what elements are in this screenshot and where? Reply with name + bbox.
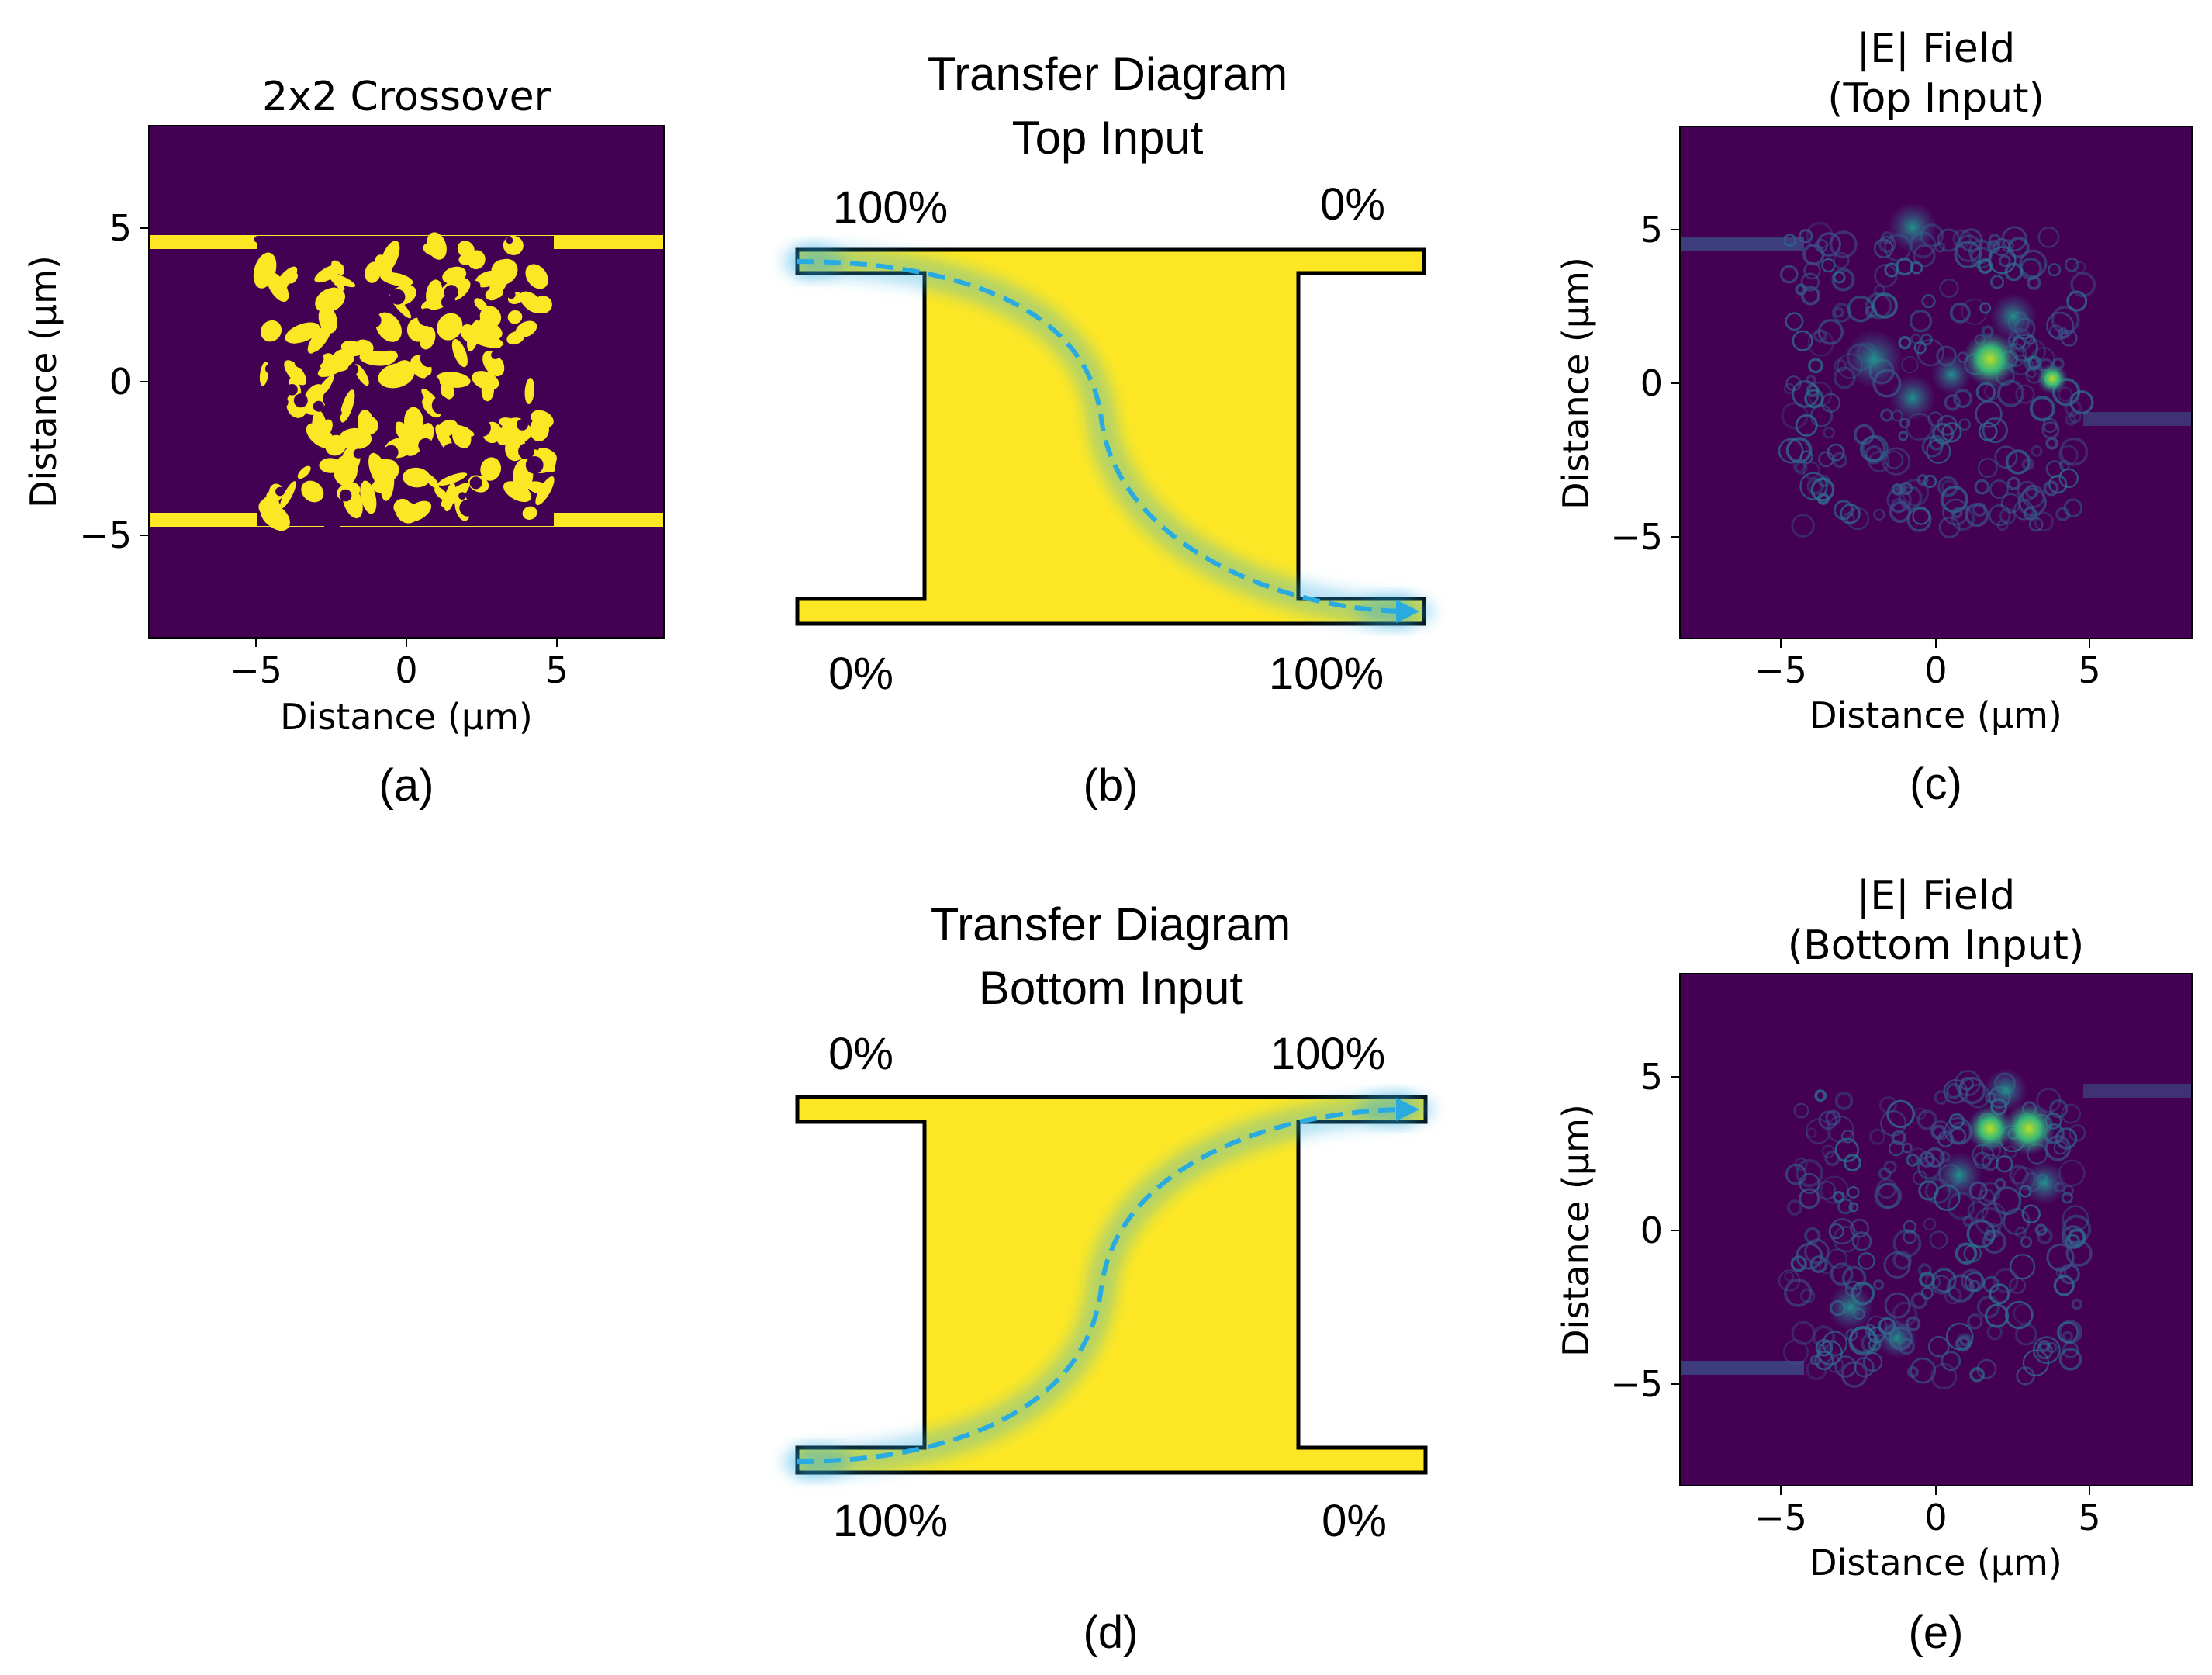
panel-b: Transfer Diagram Top Input 100% 0% 0% 10… <box>782 48 1435 811</box>
panel-b-label: (b) <box>1084 760 1139 811</box>
panel-c-ytick-1: 5 <box>1640 209 1663 251</box>
panel-e-xlabel: Distance (μm) <box>1809 1542 2062 1583</box>
light-path-arrow <box>797 259 1419 623</box>
panel-d: Transfer Diagram Bottom Input 0% 100% 10… <box>782 898 1435 1658</box>
panel-a-ticks <box>140 227 558 647</box>
field-intensity-map <box>1680 1068 2192 1390</box>
panel-c: |E| Field (Top Input) −5 0 5 5 0 −5 Dist… <box>1555 26 2193 809</box>
panel-d-top-right-pct: 100% <box>1270 1029 1385 1079</box>
panel-b-title-line1: Transfer Diagram <box>928 48 1288 100</box>
panel-b-top-left-pct: 100% <box>833 182 948 233</box>
input-glow <box>782 1445 850 1479</box>
panel-d-title-line1: Transfer Diagram <box>931 898 1291 950</box>
panel-c-title-line2: (Top Input) <box>1827 75 2044 122</box>
panel-c-ytick-3: −5 <box>1610 516 1663 558</box>
panel-d-title-line2: Bottom Input <box>979 962 1243 1014</box>
design-region-pattern <box>253 232 557 533</box>
panel-e-title-line1: |E| Field <box>1857 873 2015 919</box>
panel-b-title-line2: Top Input <box>1012 112 1204 164</box>
panel-e-xtick-2: 0 <box>1924 1497 1947 1538</box>
panel-e-xtick-3: 5 <box>2078 1497 2100 1538</box>
panel-b-top-right-pct: 0% <box>1320 179 1385 230</box>
panel-e-ylabel: Distance (μm) <box>1555 1104 1597 1357</box>
panel-a-xtick-3: 5 <box>545 649 568 691</box>
panel-e-title-line2: (Bottom Input) <box>1788 922 2084 969</box>
panel-a-title: 2x2 Crossover <box>262 74 551 120</box>
panel-a-ytick-3: −5 <box>79 514 132 556</box>
panel-a-label: (a) <box>379 760 434 811</box>
panel-c-label: (c) <box>1910 759 1962 809</box>
field-background <box>1680 974 2192 1486</box>
field-intensity-map <box>1680 202 2192 538</box>
panel-a-xtick-1: −5 <box>230 649 282 691</box>
panel-c-ylabel: Distance (μm) <box>1555 257 1597 510</box>
panel-c-xtick-2: 0 <box>1924 649 1947 691</box>
panel-c-ytick-2: 0 <box>1640 362 1663 404</box>
panel-a-xlabel: Distance (μm) <box>280 696 533 738</box>
panel-c-title-line1: |E| Field <box>1857 26 2015 72</box>
panel-a-ytick-2: 0 <box>109 361 132 403</box>
panel-e-label: (e) <box>1909 1608 1964 1658</box>
panel-a: 2x2 Crossover −5 0 5 5 0 −5 Distance (μm… <box>22 74 665 811</box>
panel-e-ytick-1: 5 <box>1640 1056 1663 1098</box>
panel-b-bottom-right-pct: 100% <box>1269 649 1384 699</box>
panel-a-xtick-2: 0 <box>395 649 417 691</box>
panel-e: |E| Field (Bottom Input) −5 0 5 5 0 −5 D… <box>1555 873 2193 1658</box>
panel-c-ticks <box>1671 229 2090 648</box>
panel-c-xtick-3: 5 <box>2078 649 2100 691</box>
panel-e-ytick-3: −5 <box>1610 1363 1663 1405</box>
panel-d-bottom-right-pct: 0% <box>1322 1496 1387 1546</box>
panel-d-bottom-left-pct: 100% <box>833 1496 948 1546</box>
panel-e-ytick-2: 0 <box>1640 1210 1663 1251</box>
panel-d-label: (d) <box>1084 1608 1139 1658</box>
panel-e-ticks <box>1671 1076 2090 1495</box>
panel-a-ylabel: Distance (μm) <box>22 255 64 508</box>
panel-a-ytick-1: 5 <box>109 207 132 249</box>
panel-e-xtick-1: −5 <box>1754 1497 1807 1538</box>
light-path-arrow <box>797 1098 1419 1464</box>
panel-b-bottom-left-pct: 0% <box>828 649 893 699</box>
panel-c-xlabel: Distance (μm) <box>1809 694 2062 736</box>
output-glow <box>1357 1092 1435 1126</box>
panel-c-xtick-1: −5 <box>1754 649 1807 691</box>
panel-d-top-left-pct: 0% <box>828 1029 893 1079</box>
